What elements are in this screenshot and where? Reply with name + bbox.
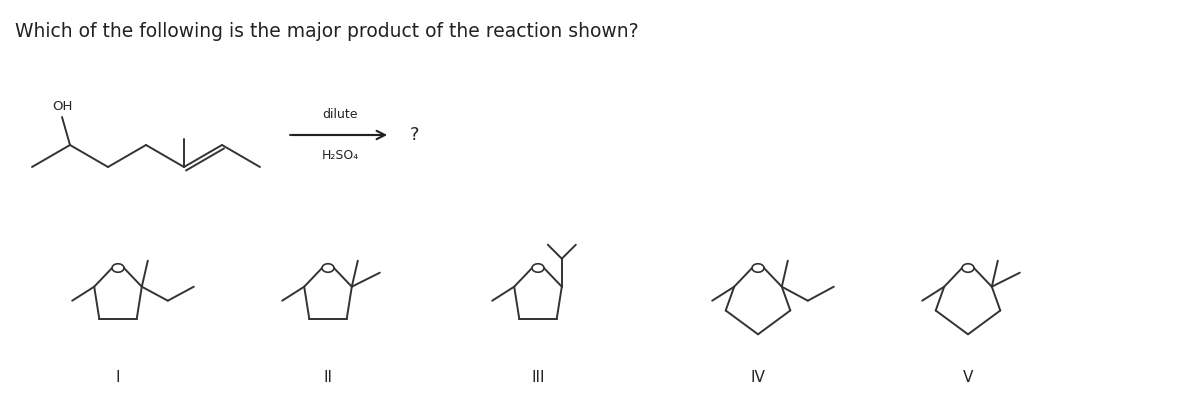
Text: V: V — [962, 370, 973, 385]
Text: dilute: dilute — [323, 108, 358, 121]
Text: ?: ? — [410, 126, 420, 144]
Text: H₂SO₄: H₂SO₄ — [322, 149, 359, 162]
Text: III: III — [532, 370, 545, 385]
Text: OH: OH — [52, 100, 72, 113]
Text: IV: IV — [750, 370, 766, 385]
Text: I: I — [115, 370, 120, 385]
Text: II: II — [324, 370, 332, 385]
Text: Which of the following is the major product of the reaction shown?: Which of the following is the major prod… — [14, 22, 638, 41]
